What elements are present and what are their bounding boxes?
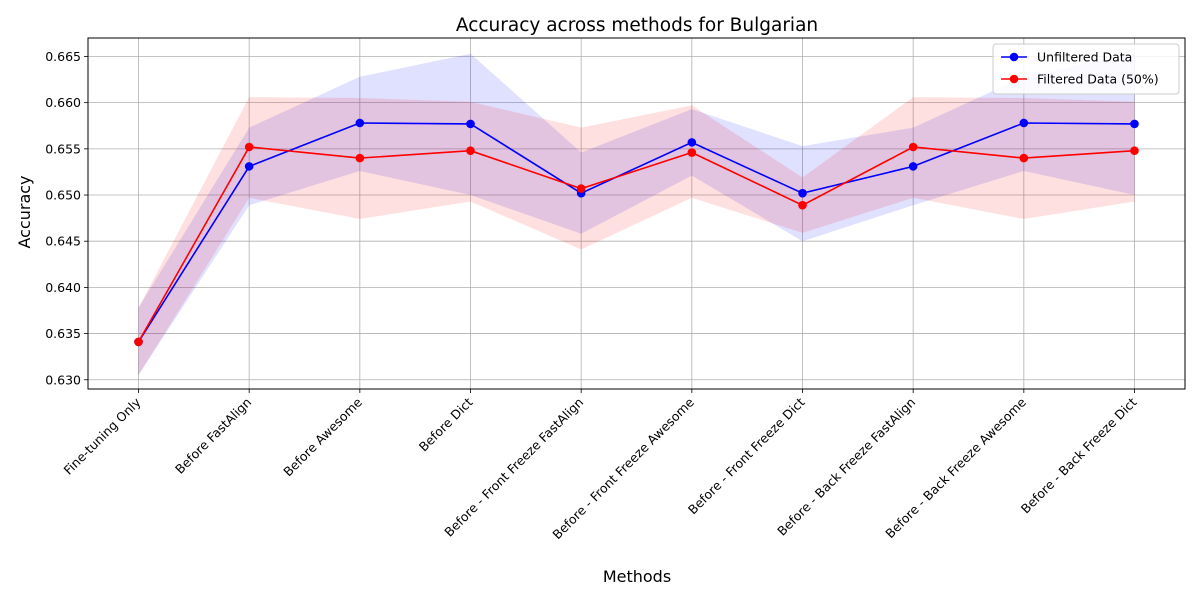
y-tick-label: 0.640 [45,280,81,295]
data-point-series-0 [355,118,365,128]
data-point-series-1 [687,148,697,157]
chart-title: Accuracy across methods for Bulgarian [456,15,818,36]
grid-lines [88,38,1185,389]
series-line-1 [137,146,1135,343]
y-tick-label: 0.645 [45,234,81,249]
y-tick-label: 0.630 [45,372,81,387]
data-point-series-0 [908,162,918,171]
legend-label: Unfiltered Data [1037,50,1132,65]
data-point-series-0 [687,138,697,147]
y-tick-label: 0.665 [45,49,81,64]
series-points [134,118,1139,347]
data-point-series-0 [1019,118,1029,128]
y-tick-label: 0.655 [45,141,81,156]
data-point-series-0 [798,188,807,198]
data-point-series-1 [1130,146,1139,155]
series-lines [137,122,1135,343]
y-tick-label: 0.635 [45,326,81,341]
x-axis-label: Methods [603,567,671,586]
data-point-series-1 [355,153,365,163]
y-axis-label: Accuracy [15,175,34,248]
data-point-series-1 [908,142,918,152]
data-point-series-0 [244,162,254,171]
y-tick-label: 0.650 [45,188,81,203]
plot-frame [87,37,1186,390]
data-point-series-1 [1019,153,1029,163]
data-point-series-1 [576,184,586,193]
data-point-series-0 [1130,119,1139,129]
legend: Unfiltered Data Filtered Data (50%) [992,43,1180,95]
legend-box [992,43,1180,95]
data-point-series-1 [244,142,254,152]
confidence-bands [138,53,1135,376]
legend-point-marker [1009,74,1019,84]
data-point-series-0 [466,119,475,129]
series-line-0 [137,122,1135,343]
data-point-series-1 [134,337,143,347]
data-point-series-1 [466,146,475,155]
legend-label: Filtered Data (50%) [1037,72,1159,87]
y-axis-ticks: 0.630 0.635 0.640 0.645 0.650 0.655 0.660 0.665 [45,49,88,387]
data-point-series-1 [798,200,807,210]
confidence-band-series-1 [138,97,1135,376]
confidence-band-series-0 [138,53,1135,376]
legend-point-marker [1009,52,1019,62]
y-tick-label: 0.660 [45,95,81,110]
